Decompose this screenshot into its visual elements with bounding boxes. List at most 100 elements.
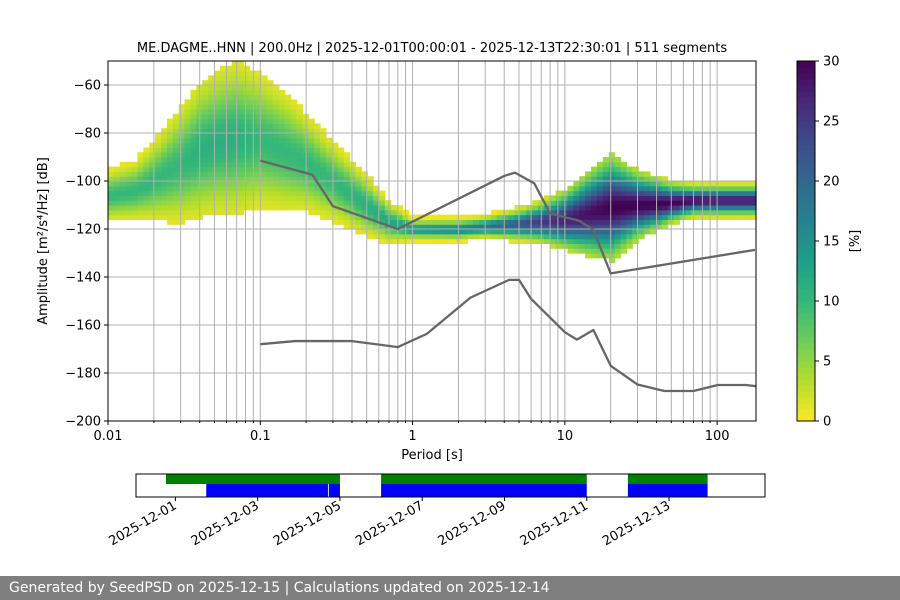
psd-density-cell-1470 [655,214,663,220]
psd-density-cell-313 [202,99,209,105]
psd-density-cell-732 [290,152,298,158]
psd-density-cell-1480 [661,219,669,225]
psd-density-cell-193 [178,181,186,187]
psd-density-cell-95 [149,176,156,182]
psd-density-cell-1510 [679,205,686,211]
psd-density-cell-1499 [673,219,681,225]
psd-density-cell-974 [373,185,380,192]
psd-density-cell-1411 [626,171,633,177]
psd-density-cell-159 [166,128,174,134]
psd-density-cell-190 [178,195,186,201]
psd-density-cell-35 [125,209,133,216]
psd-density-cell-106 [155,200,162,206]
psd-density-cell-2 [108,205,115,211]
psd-density-cell-1435 [638,205,645,211]
psd-density-cell-134 [161,152,168,158]
psd-density-cell-1128 [514,214,521,220]
psd-density-cell-1078 [467,233,474,240]
psd-density-cell-948 [361,181,368,187]
psd-density-cell-1116 [508,238,516,244]
psd-density-cell-368 [214,109,221,115]
psd-density-cell-1516 [685,214,692,220]
psd-density-cell-599 [261,166,268,172]
psd-density-cell-1422 [632,195,639,201]
psd-density-cell-239 [190,195,197,201]
psd-density-cell-1100 [490,224,498,230]
psd-density-cell-1317 [602,229,610,235]
psd-density-cell-1125 [514,229,521,235]
psd-density-cell-1339 [608,229,616,235]
psd-density-cell-1121 [508,214,516,220]
psd-density-cell-290 [202,209,209,216]
y-tick-label-3: −140 [65,271,101,286]
psd-density-cell-699 [284,195,292,201]
psd-density-cell-721 [290,205,298,211]
psd-density-cell-1074 [461,229,468,235]
psd-density-cell-1049 [437,233,445,240]
psd-density-cell-696 [278,89,286,96]
psd-density-cell-684 [278,147,286,153]
psd-density-cell-877 [331,142,339,148]
psd-density-cell-724 [290,190,298,196]
colorbar-tick-label-3: 15 [823,235,840,250]
psd-density-cell-501 [237,65,245,72]
psd-density-cell-1611 [750,181,757,187]
psd-density-cell-1514 [679,185,686,192]
psd-density-cell-876 [331,147,339,153]
psd-density-cell-136 [161,142,168,148]
psd-density-cell-981 [378,209,386,216]
psd-density-cell-177 [172,147,180,153]
psd-density-cell-221 [184,161,192,168]
psd-density-cell-1577 [726,190,734,196]
psd-density-cell-151 [166,166,174,172]
psd-density-cell-314 [202,94,209,100]
psd-density-cell-365 [214,123,221,129]
psd-density-cell-683 [278,152,286,158]
psd-density-cell-1132 [520,233,527,240]
psd-density-cell-676 [278,185,286,192]
psd-density-cell-1569 [720,190,728,196]
psd-density-cell-661 [272,133,280,139]
psd-density-cell-1565 [720,209,728,216]
psd-density-cell-818 [314,152,321,158]
psd-density-cell-448 [231,166,239,172]
psd-density-cell-757 [296,142,303,148]
psd-density-cell-1593 [738,190,745,196]
psd-density-cell-791 [308,185,315,192]
psd-density-cell-350 [214,195,221,201]
psd-density-cell-640 [267,104,274,110]
psd-density-cell-1525 [691,209,698,216]
psd-density-cell-483 [237,152,245,158]
psd-density-cell-1281 [591,214,598,220]
psd-density-cell-1250 [579,195,586,201]
psd-density-cell-93 [149,185,156,192]
psd-density-cell-870 [331,176,339,182]
psd-density-cell-1373 [614,171,622,177]
psd-density-cell-1432 [638,219,645,225]
colorbar-segment-31 [797,229,815,236]
psd-density-cell-342 [208,94,215,100]
psd-density-cell-675 [278,190,286,196]
psd-density-cell-464 [231,89,239,96]
psd-density-cell-1458 [649,219,657,225]
psd-density-cell-110 [155,181,162,187]
psd-density-cell-982 [378,205,386,211]
psd-density-cell-204 [178,128,186,134]
psd-density-cell-1114 [502,214,510,220]
psd-density-cell-507 [243,185,250,192]
psd-density-cell-551 [249,118,256,124]
psd-density-cell-109 [155,185,162,192]
psd-density-cell-1105 [496,229,504,235]
psd-density-cell-1171 [543,209,551,216]
psd-density-cell-37 [125,200,133,206]
psd-density-cell-1142 [526,224,533,230]
psd-density-cell-1526 [691,205,698,211]
psd-density-cell-1177 [549,233,557,240]
psd-density-cell-258 [190,104,197,110]
psd-density-cell-1591 [738,200,745,206]
psd-density-cell-813 [314,176,321,182]
psd-density-cell-1266 [585,200,592,206]
psd-density-cell-1570 [720,185,728,192]
psd-density-cell-87 [149,214,156,220]
psd-density-cell-117 [155,147,162,153]
